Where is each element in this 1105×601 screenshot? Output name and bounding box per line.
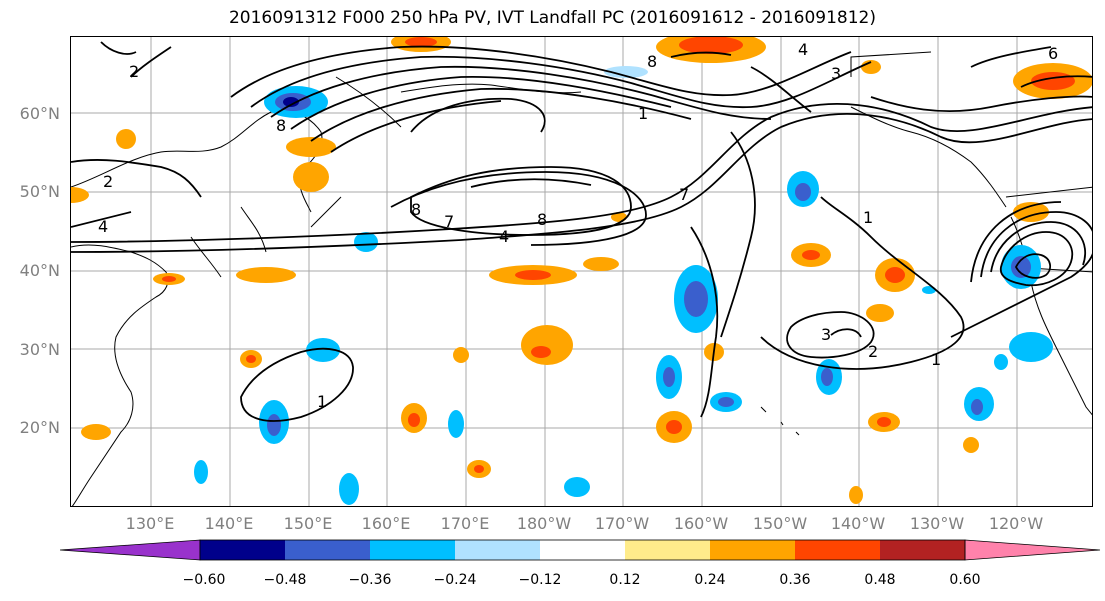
colorbar-tick-label: −0.36 [348, 572, 392, 588]
contour-label: 4 [499, 227, 509, 246]
lon-label-170w: 170°W [594, 514, 650, 533]
lon-label-160e: 160°E [361, 514, 411, 533]
contour-labels: 2 4 2 8 8 7 4 8 7 1 1 2 3 1 1 8 6 4 3 [98, 40, 1058, 411]
contour-label: 1 [863, 208, 873, 227]
contour-label: 2 [129, 62, 139, 81]
contour-label: 8 [537, 210, 547, 229]
contour-label: 7 [679, 185, 689, 204]
map-canvas: 2 4 2 8 8 7 4 8 7 1 1 2 3 1 1 8 6 4 3 [71, 37, 1092, 506]
pv-shading-negative [194, 66, 1053, 505]
colorbar-extend-high [964, 539, 1101, 561]
coastlines [71, 51, 1092, 506]
colorbar-tick-label: −0.24 [433, 572, 477, 588]
colorbar-tick-label: 0.24 [694, 572, 726, 588]
lon-label-170e: 170°E [440, 514, 490, 533]
ivt-contours [71, 41, 1092, 422]
colorbar-segment [540, 540, 625, 560]
contour-label: 4 [798, 40, 808, 59]
contour-label: 8 [411, 200, 421, 219]
contour-label: 3 [831, 64, 841, 83]
colorbar-tick-label: −0.60 [182, 572, 226, 588]
contour-label: 2 [103, 172, 113, 191]
lon-label-150e: 150°E [283, 514, 333, 533]
lon-label-160w: 160°W [673, 514, 729, 533]
colorbar-segment [625, 540, 710, 560]
lon-label-130e: 130°E [125, 514, 175, 533]
colorbar-segment [370, 540, 455, 560]
lat-label-60n: 60°N [19, 104, 60, 123]
colorbar-tick-label: −0.12 [518, 572, 562, 588]
lon-label-140w: 140°W [830, 514, 886, 533]
lat-label-50n: 50°N [19, 182, 60, 201]
contour-label: 3 [821, 325, 831, 344]
gridlines [71, 37, 1092, 506]
lon-label-120w: 120°W [988, 514, 1044, 533]
contour-label: 1 [931, 350, 941, 369]
lat-label-40n: 40°N [19, 261, 60, 280]
colorbar-tick-label: −0.48 [263, 572, 307, 588]
lon-label-140e: 140°E [204, 514, 254, 533]
colorbar-segment [880, 540, 965, 560]
contour-label: 6 [1048, 44, 1058, 63]
colorbar-segment [795, 540, 880, 560]
lon-label-150w: 150°W [752, 514, 808, 533]
colorbar-segment [710, 540, 795, 560]
colorbar-outline [199, 539, 966, 561]
contour-label: 4 [98, 217, 108, 236]
colorbar-tick-label: 0.36 [779, 572, 811, 588]
colorbar [60, 539, 1101, 561]
colorbar-segment [200, 540, 285, 560]
lon-label-130w: 130°W [909, 514, 965, 533]
colorbar-segment [455, 540, 540, 560]
contour-label: 8 [647, 52, 657, 71]
contour-label: 2 [868, 342, 878, 361]
colorbar-tick-label: 0.12 [609, 572, 641, 588]
map-title: 2016091312 F000 250 hPa PV, IVT Landfall… [228, 8, 876, 28]
colorbar-segment [285, 540, 370, 560]
lat-label-20n: 20°N [19, 418, 60, 437]
map-panel: 2 4 2 8 8 7 4 8 7 1 1 2 3 1 1 8 6 4 3 [70, 36, 1093, 507]
colorbar-tick-label: 0.48 [864, 572, 896, 588]
contour-label: 8 [276, 116, 286, 135]
lat-label-30n: 30°N [19, 340, 60, 359]
colorbar-tick-label: 0.60 [949, 572, 981, 588]
contour-label: 1 [638, 104, 648, 123]
contour-label: 7 [444, 212, 454, 231]
lon-label-180w: 180°W [516, 514, 572, 533]
contour-label: 1 [317, 392, 327, 411]
colorbar-extend-low [60, 539, 201, 561]
